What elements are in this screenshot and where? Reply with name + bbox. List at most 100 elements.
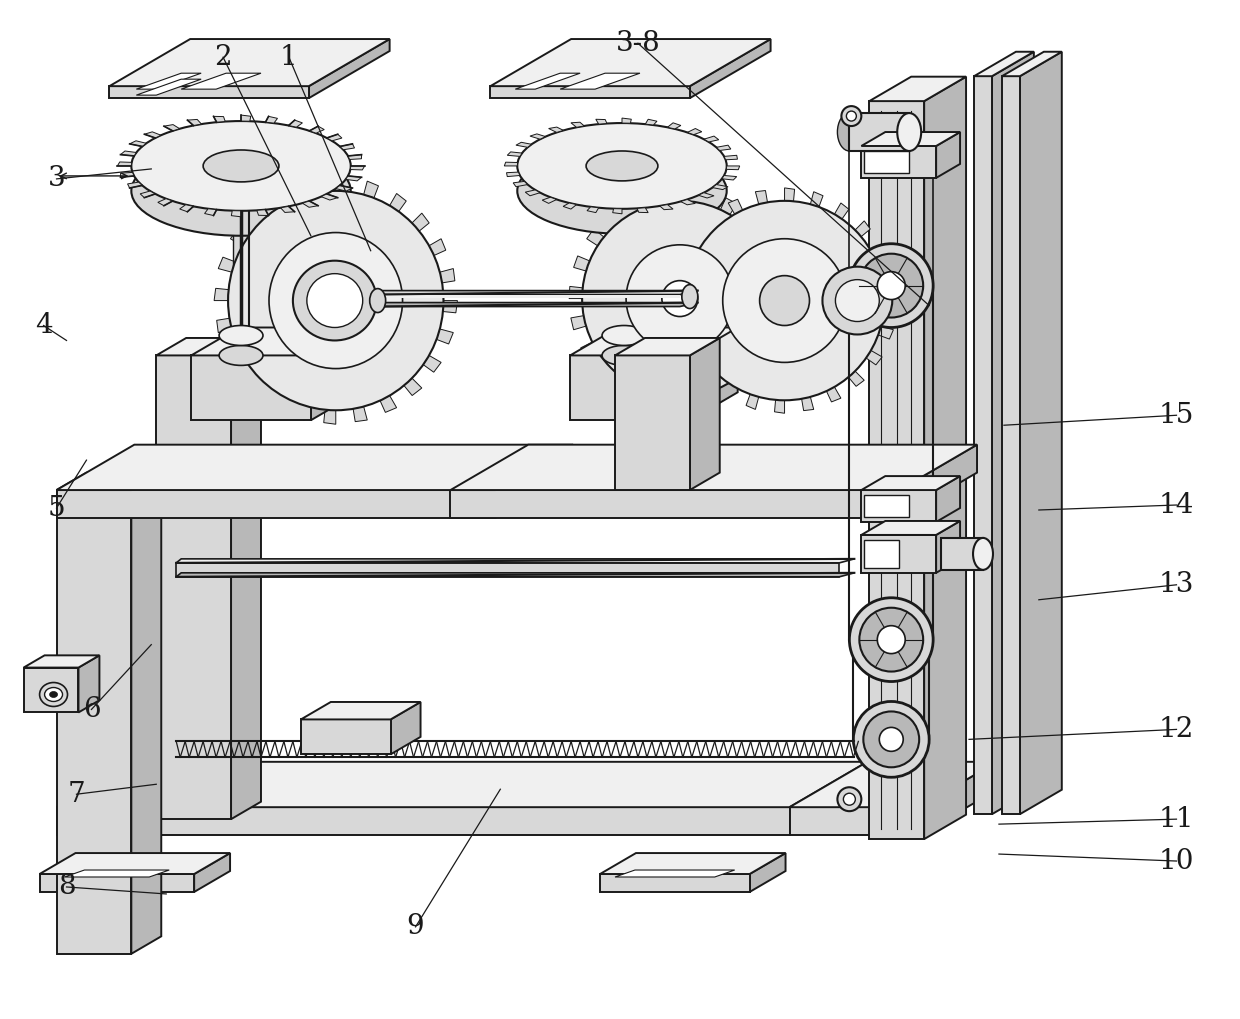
Polygon shape xyxy=(1002,52,1061,76)
Polygon shape xyxy=(665,187,677,202)
Ellipse shape xyxy=(306,274,363,327)
Text: 5: 5 xyxy=(47,494,66,522)
Text: 7: 7 xyxy=(68,781,86,808)
Polygon shape xyxy=(777,299,791,311)
Polygon shape xyxy=(303,201,319,207)
Polygon shape xyxy=(57,807,790,836)
Polygon shape xyxy=(744,215,761,232)
Polygon shape xyxy=(711,387,725,404)
Polygon shape xyxy=(191,327,358,356)
Polygon shape xyxy=(156,356,231,819)
Polygon shape xyxy=(728,199,743,214)
Polygon shape xyxy=(936,521,960,573)
Polygon shape xyxy=(353,407,367,422)
Polygon shape xyxy=(412,213,429,231)
Polygon shape xyxy=(704,215,720,230)
Polygon shape xyxy=(429,238,446,256)
Polygon shape xyxy=(727,166,740,170)
Circle shape xyxy=(662,280,698,317)
Ellipse shape xyxy=(626,245,734,353)
Polygon shape xyxy=(992,52,1034,814)
Polygon shape xyxy=(301,702,420,719)
Polygon shape xyxy=(289,120,303,127)
Ellipse shape xyxy=(837,113,862,151)
Polygon shape xyxy=(156,338,260,356)
Ellipse shape xyxy=(293,261,377,340)
Polygon shape xyxy=(622,118,631,123)
Polygon shape xyxy=(862,132,960,146)
Polygon shape xyxy=(870,245,885,259)
Circle shape xyxy=(847,111,857,121)
Polygon shape xyxy=(340,144,355,150)
Polygon shape xyxy=(683,395,696,410)
Polygon shape xyxy=(440,269,455,283)
Polygon shape xyxy=(513,181,528,186)
Polygon shape xyxy=(423,356,441,372)
Polygon shape xyxy=(516,143,532,148)
Polygon shape xyxy=(180,205,193,212)
Circle shape xyxy=(843,793,856,805)
Polygon shape xyxy=(144,131,161,138)
Ellipse shape xyxy=(898,113,921,151)
Polygon shape xyxy=(811,192,823,207)
Polygon shape xyxy=(336,185,352,192)
Polygon shape xyxy=(880,271,894,283)
Ellipse shape xyxy=(219,345,263,366)
Polygon shape xyxy=(301,719,391,754)
Polygon shape xyxy=(164,124,180,130)
Polygon shape xyxy=(672,290,686,301)
Polygon shape xyxy=(574,256,590,271)
Polygon shape xyxy=(689,327,738,420)
Polygon shape xyxy=(187,119,201,125)
Polygon shape xyxy=(683,342,698,357)
Polygon shape xyxy=(770,326,786,341)
Circle shape xyxy=(863,711,919,767)
Polygon shape xyxy=(309,39,389,98)
Polygon shape xyxy=(587,229,604,246)
Circle shape xyxy=(877,272,905,300)
Polygon shape xyxy=(560,73,640,89)
Text: 14: 14 xyxy=(1159,491,1194,519)
Ellipse shape xyxy=(131,146,351,235)
Polygon shape xyxy=(231,229,248,246)
Text: 9: 9 xyxy=(407,913,424,941)
Ellipse shape xyxy=(50,692,57,697)
Text: 13: 13 xyxy=(1159,572,1194,598)
Circle shape xyxy=(842,106,862,126)
Polygon shape xyxy=(717,145,730,151)
Text: 4: 4 xyxy=(35,312,52,339)
Polygon shape xyxy=(120,151,136,156)
Ellipse shape xyxy=(517,123,727,209)
Polygon shape xyxy=(570,122,584,127)
Polygon shape xyxy=(217,318,232,332)
Circle shape xyxy=(849,598,934,682)
Polygon shape xyxy=(327,135,342,141)
Polygon shape xyxy=(213,116,226,122)
Polygon shape xyxy=(176,573,854,577)
Polygon shape xyxy=(311,327,358,420)
Polygon shape xyxy=(157,199,172,206)
Polygon shape xyxy=(637,208,649,213)
Polygon shape xyxy=(40,874,195,892)
Polygon shape xyxy=(687,236,703,251)
Polygon shape xyxy=(801,396,813,411)
Ellipse shape xyxy=(582,201,777,396)
Polygon shape xyxy=(608,208,624,225)
Polygon shape xyxy=(704,137,719,142)
Polygon shape xyxy=(516,73,580,89)
Polygon shape xyxy=(713,184,728,190)
Circle shape xyxy=(877,626,905,653)
Polygon shape xyxy=(495,444,573,518)
Polygon shape xyxy=(490,87,689,98)
Polygon shape xyxy=(936,476,960,522)
Polygon shape xyxy=(404,378,422,395)
Circle shape xyxy=(837,788,862,811)
Polygon shape xyxy=(569,286,583,299)
Polygon shape xyxy=(869,101,924,839)
Text: 3: 3 xyxy=(47,165,66,193)
Text: 2: 2 xyxy=(215,44,232,70)
Polygon shape xyxy=(722,175,737,180)
Polygon shape xyxy=(57,444,573,490)
Circle shape xyxy=(859,607,923,672)
Polygon shape xyxy=(436,329,454,344)
